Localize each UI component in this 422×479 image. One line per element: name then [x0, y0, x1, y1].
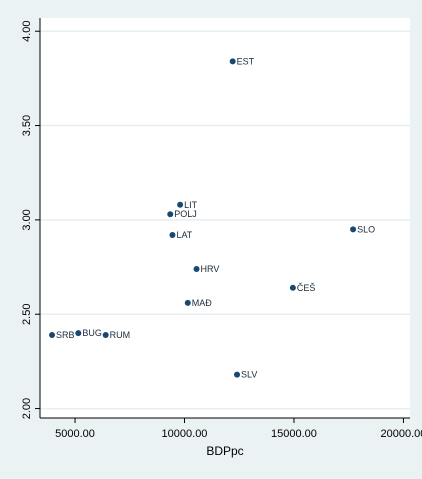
data-point-label: BUG: [82, 328, 102, 338]
data-point-label: LAT: [176, 230, 192, 240]
data-point: [229, 58, 236, 65]
data-point-label: ČEŠ: [297, 283, 316, 293]
data-point: [177, 201, 184, 208]
data-point-label: RUM: [110, 330, 131, 340]
y-tick-label: 4.00: [21, 20, 33, 41]
data-point-label: HRV: [201, 264, 220, 274]
y-tick-label: 2.50: [21, 304, 33, 325]
x-axis-title: BDPpc: [206, 444, 243, 458]
data-point-label: MAĐ: [192, 298, 213, 308]
data-point: [234, 371, 241, 378]
data-point-label: SLO: [357, 224, 375, 234]
data-point-label: SRB: [56, 330, 75, 340]
axes: [39, 18, 410, 419]
data-point-label: LIT: [184, 200, 198, 210]
x-tick-label: 15000.00: [271, 428, 317, 440]
data-point-label: EST: [237, 56, 255, 66]
x-tick-label: 10000.00: [162, 428, 208, 440]
data-point: [49, 331, 56, 338]
data-point: [167, 211, 174, 218]
y-tick-label: 3.50: [21, 115, 33, 136]
data-point: [193, 265, 200, 272]
axis-ticks: 2.00 2.50 3.00 3.50 4.00 5000.00 10000.00 15000…: [21, 20, 422, 440]
data-point-label: POLJ: [174, 209, 197, 219]
gridlines: [40, 30, 410, 410]
data-point: [102, 331, 109, 338]
data-point: [350, 226, 357, 233]
data-point: [289, 284, 296, 291]
data-point: [184, 299, 191, 306]
data-point: [169, 231, 176, 238]
data-point: [75, 330, 82, 337]
y-tick-label: 2.00: [21, 398, 33, 419]
x-tick-label: 20000.00: [380, 428, 422, 440]
plot-area: [40, 18, 410, 418]
x-tick-label: 5000.00: [55, 428, 95, 440]
y-tick-label: 3.00: [21, 209, 33, 230]
data-point-label: SLV: [241, 370, 257, 380]
